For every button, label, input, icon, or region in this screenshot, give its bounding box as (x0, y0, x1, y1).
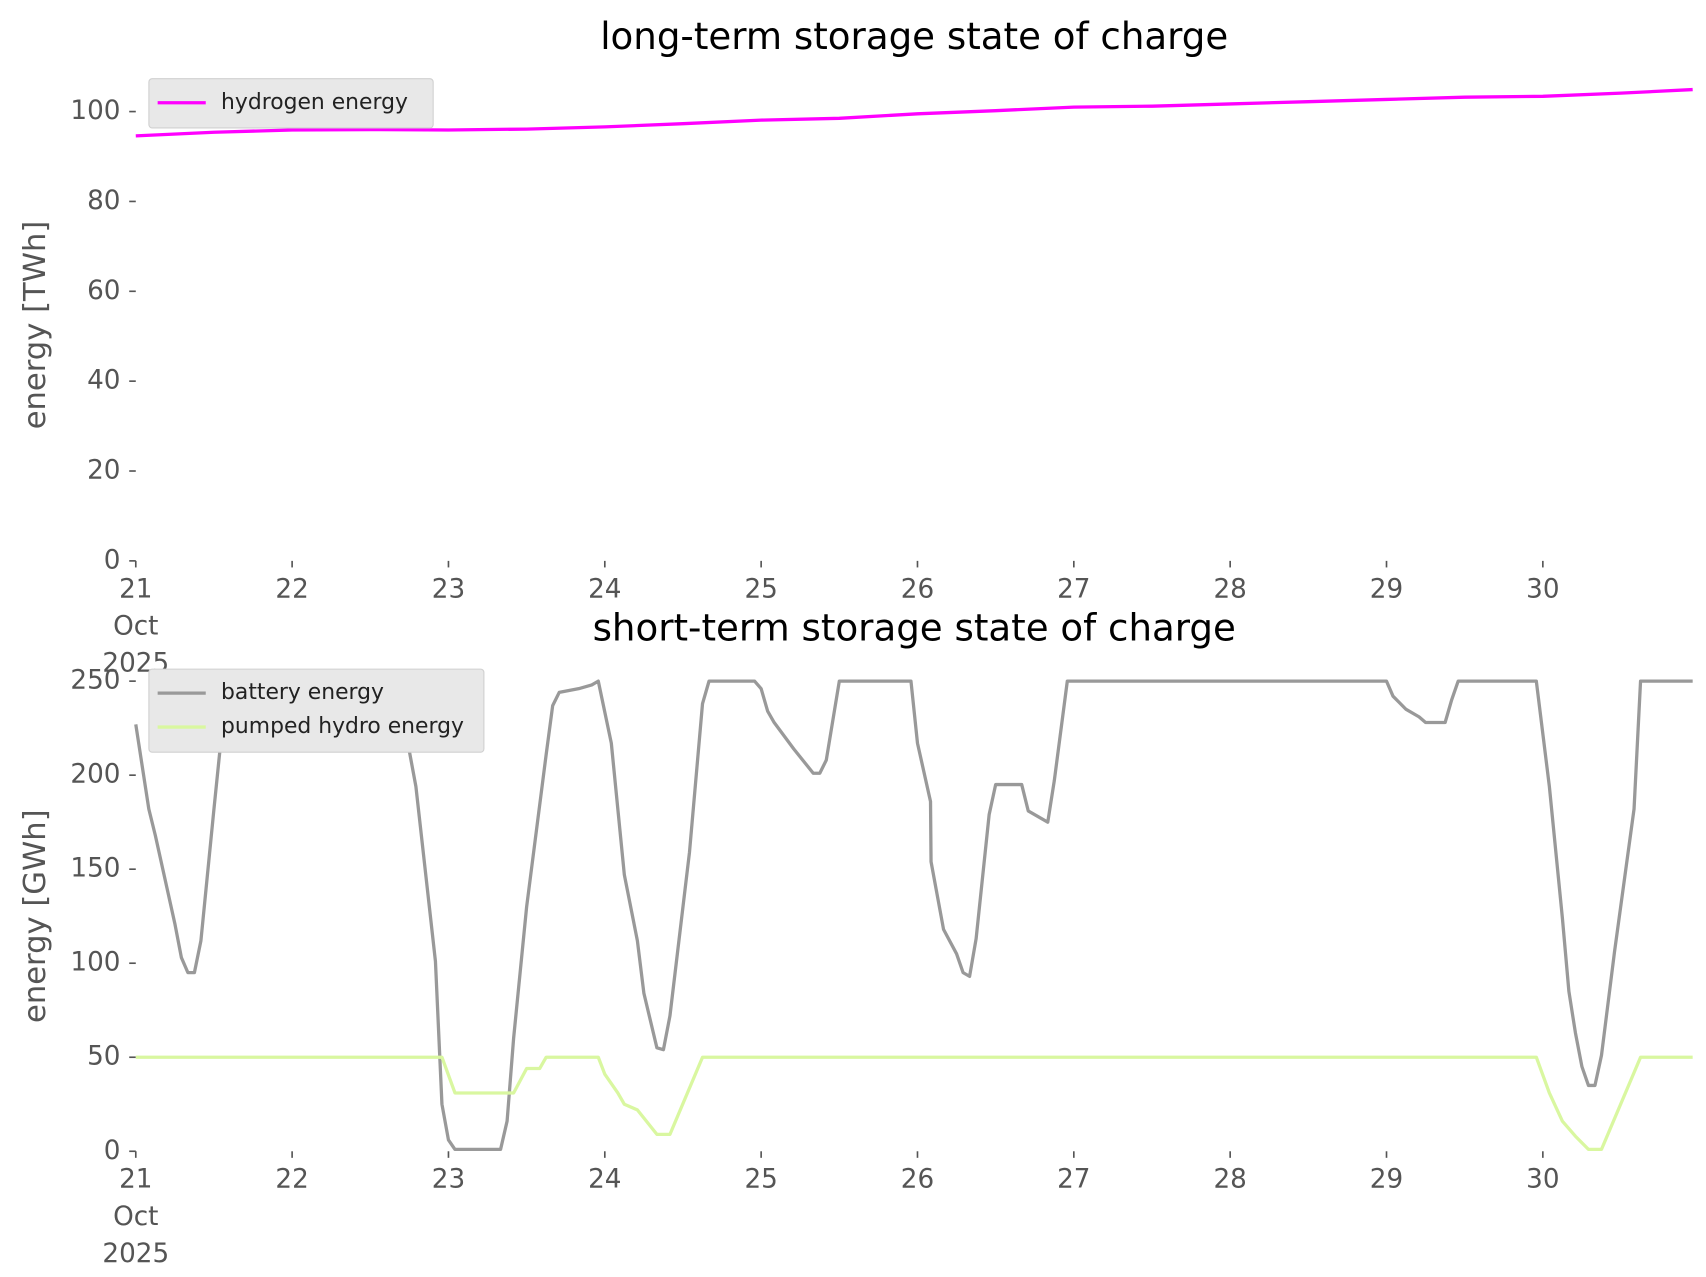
x-tick-label: 29 (1370, 574, 1403, 604)
legend-label: battery energy (221, 680, 384, 705)
y-axis-label: energy [TWh] (18, 221, 53, 430)
y-tick-label: 0 (104, 1136, 121, 1166)
series-line (134, 679, 1693, 1152)
y-tick-label: 100 (70, 948, 120, 978)
series-line (135, 1055, 1693, 1152)
y-tick-label: 100 (70, 96, 120, 126)
x-tick-label: 26 (901, 574, 934, 604)
legend-label: hydrogen energy (221, 90, 408, 115)
y-tick-label: 60 (87, 276, 120, 306)
x-tick-label: 21 Oct 2025 (102, 1164, 169, 1268)
legend-label: pumped hydro energy (221, 714, 464, 739)
x-tick-label: 24 (588, 574, 621, 604)
y-tick-label: 50 (87, 1042, 120, 1072)
y-tick-label: 200 (70, 760, 120, 790)
y-tick-label: 250 (70, 666, 120, 696)
y-tick-label: 40 (87, 366, 120, 396)
x-tick-label: 28 (1213, 1164, 1246, 1194)
x-tick-label: 21 Oct 2025 (102, 574, 169, 678)
chart-title: short-term storage state of charge (593, 605, 1236, 649)
x-tick-label: 25 (744, 574, 777, 604)
x-tick-label: 27 (1057, 1164, 1090, 1194)
y-axis-label: energy [GWh] (18, 809, 53, 1023)
x-tick-label: 22 (275, 1164, 308, 1194)
x-tick-label: 23 (432, 1164, 465, 1194)
y-tick-label: 20 (87, 456, 120, 486)
x-tick-label: 25 (744, 1164, 777, 1194)
x-tick-label: 30 (1526, 574, 1559, 604)
y-tick-label: 80 (87, 186, 120, 216)
x-tick-label: 24 (588, 1164, 621, 1194)
legend: hydrogen energy (148, 78, 434, 129)
x-tick-label: 23 (432, 574, 465, 604)
legend: battery energy pumped hydro energy (148, 668, 485, 753)
y-tick-label: 0 (104, 545, 121, 575)
legend-box (148, 668, 485, 753)
x-tick-label: 26 (901, 1164, 934, 1194)
x-tick-label: 29 (1370, 1164, 1403, 1194)
x-tick-label: 28 (1213, 574, 1246, 604)
y-tick-label: 150 (70, 854, 120, 884)
series-line (135, 87, 1693, 138)
chart-title: long-term storage state of charge (600, 14, 1228, 58)
x-tick-label: 22 (275, 574, 308, 604)
x-tick-label: 30 (1526, 1164, 1559, 1194)
x-tick-label: 27 (1057, 574, 1090, 604)
legend-box (148, 78, 434, 129)
